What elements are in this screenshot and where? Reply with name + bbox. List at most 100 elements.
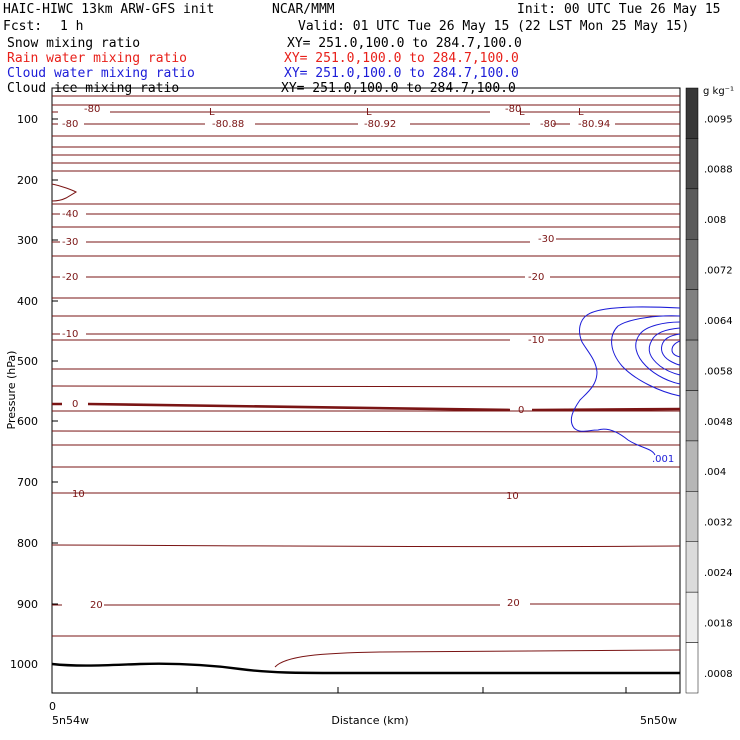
y-tick-label: 400 [17, 295, 38, 308]
x-zero-label: 0 [49, 700, 56, 713]
colorbar-label: .0018 [704, 618, 733, 629]
colorbar: .0095 .0088 .008 .0072 .0064 .0058 .0048 .004 .0… [685, 87, 733, 694]
field-name: Snow mixing ratio [7, 36, 140, 51]
contour-label: -80 [62, 119, 78, 130]
y-tick-label: 700 [17, 476, 38, 489]
colorbar-label: .0088 [704, 165, 733, 176]
colorbar-label: .008 [704, 215, 726, 226]
field-xy: XY= 251.0,100.0 to 284.7,100.0 [287, 36, 522, 51]
field-name: Rain water mixing ratio [7, 51, 187, 66]
colorbar-swatch [685, 87, 699, 139]
colorbar-label: .0048 [704, 417, 733, 428]
contour-label: -80 [84, 104, 100, 115]
contour-line [274, 649, 681, 668]
contour-line [51, 410, 681, 412]
contour-line [51, 385, 681, 388]
x-right-label: 5n50w [640, 714, 677, 727]
upper-contours [51, 95, 681, 668]
colorbar-swatch [685, 541, 699, 593]
contour-line [52, 238, 680, 243]
org-label: NCAR/MMM [272, 2, 335, 17]
contour-line [51, 368, 681, 370]
low-marker: L [519, 107, 525, 118]
colorbar-label: .0058 [704, 366, 733, 377]
contour-label: -80 [540, 119, 556, 130]
colorbar-swatch [685, 188, 699, 240]
contour-label: -40 [62, 209, 78, 220]
contour-line [51, 430, 681, 433]
y-tick-label: 300 [17, 234, 38, 247]
x-left-label: 5n54w [52, 714, 89, 727]
contour-label: -80.94 [578, 119, 610, 130]
contour-label: -10 [62, 329, 78, 340]
contour-label: 10 [72, 489, 85, 500]
colorbar-swatch [685, 591, 699, 643]
colorbar-label: .0095 [704, 114, 733, 125]
plot-area: -80 -80 -80 -80 -80.88 -80.92 -80.94 -40 -30 -30 -… [51, 87, 681, 694]
contour-label: -80.88 [212, 119, 244, 130]
contour-label: -20 [62, 272, 78, 283]
colorbar-swatch [685, 339, 699, 391]
x-axis-label: Distance (km) [331, 714, 408, 727]
contour-line [52, 603, 680, 606]
mid-contours [51, 368, 681, 433]
valid-time: Valid: 01 UTC Tue 26 May 15 (22 LST Mon … [298, 19, 689, 34]
contour-label: 20 [90, 600, 103, 611]
low-marker: L [578, 107, 584, 118]
cloud-water-contour [671, 340, 681, 358]
contour-label: -20 [528, 272, 544, 283]
fcst-value: 1 h [60, 19, 83, 34]
y-tick-label: 500 [17, 355, 38, 368]
colorbar-label: .0024 [704, 568, 733, 579]
y-tick-label: 900 [17, 598, 38, 611]
cloud-water-contour [570, 306, 681, 456]
contour-label: 0 [72, 399, 78, 410]
y-tick-label: 200 [17, 174, 38, 187]
contour-labels: -80 -80 -80 -80 -80.88 -80.92 -80.94 -40 -30 -30 -… [62, 104, 674, 611]
colorbar-swatch [685, 491, 699, 543]
low-marker: L [209, 107, 215, 118]
colorbar-unit: g kg⁻¹ [703, 86, 734, 97]
cloud-water-contour [661, 333, 681, 366]
colorbar-swatch [685, 138, 699, 190]
contour-label: -10 [528, 335, 544, 346]
y-tick-label: 100 [17, 113, 38, 126]
terrain-surface [51, 662, 680, 675]
field-xy: XY= 251.0,100.0 to 284.7,100.0 [284, 51, 519, 66]
cloud-water-contour [611, 315, 681, 397]
colorbar-swatch [685, 440, 699, 492]
x-axis-ticks [51, 687, 627, 693]
contour-label: -80.92 [364, 119, 396, 130]
contour-label: 20 [507, 598, 520, 609]
colorbar-label: .0072 [704, 266, 733, 277]
colorbar-label: .0008 [704, 669, 733, 680]
y-tick-label: 800 [17, 537, 38, 550]
figure-title: HAIC-HIWC 13km ARW-GFS init [3, 2, 214, 17]
colorbar-label: .0032 [704, 518, 733, 529]
init-time: Init: 00 UTC Tue 26 May 15 [517, 2, 721, 17]
cloud-water-contours [570, 306, 681, 456]
plot-frame [51, 87, 681, 694]
field-name: Cloud water mixing ratio [7, 66, 195, 81]
cloud-water-contour [648, 327, 681, 376]
colorbar-swatch [685, 642, 699, 694]
colorbar-swatch [685, 289, 699, 341]
y-axis-label: Pressure (hPa) [5, 351, 18, 430]
y-tick-label: 1000 [10, 658, 38, 671]
contour-label: 0 [518, 405, 524, 416]
field-list: Snow mixing ratio XY= 251.0,100.0 to 284… [7, 36, 522, 96]
freezing-level [52, 402, 681, 412]
cloud-water-label: .001 [652, 454, 674, 465]
colorbar-swatch [685, 390, 699, 442]
y-tick-label: 600 [17, 415, 38, 428]
contour-line [51, 544, 681, 548]
colorbar-label: .0064 [704, 316, 733, 327]
contour-label: -30 [538, 234, 554, 245]
fcst-label: Fcst: [3, 19, 42, 34]
y-axis-ticks: 100 200 300 400 500 600 700 800 900 1000 [10, 113, 58, 671]
contour-line [51, 183, 78, 202]
colorbar-swatch [685, 239, 699, 290]
contour-label: -30 [62, 237, 78, 248]
contour-label: 10 [506, 491, 519, 502]
